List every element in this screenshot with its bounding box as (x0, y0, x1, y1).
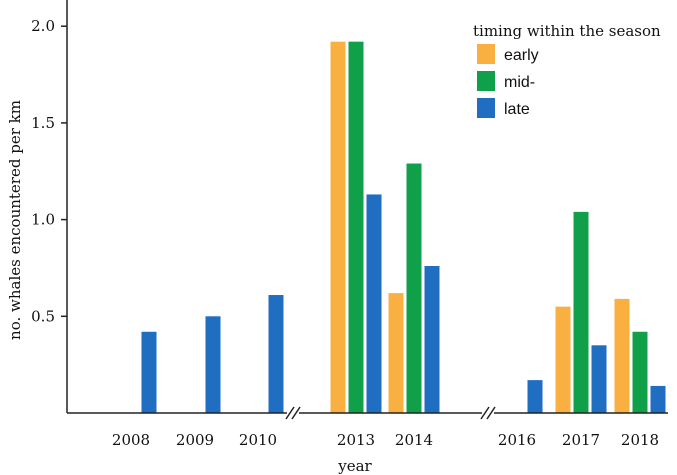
bar-mid-2014 (406, 163, 422, 413)
axes-layer: 0.5 1.0 1.5 2.0 2008 2009 2010 2013 2014 2016 2017… (31, 0, 668, 449)
bar-early-2014 (388, 293, 404, 413)
x-tick-label-2008: 2008 (112, 431, 150, 449)
legend-swatch-1 (477, 44, 495, 64)
legend: timing within the season early mid-late (473, 22, 661, 118)
x-tick-label-2013: 2013 (337, 431, 375, 449)
x-tick-label-2010: 2010 (239, 431, 277, 449)
y-tick-label-0.5: 0.5 (31, 307, 55, 325)
bar-mid-2013 (348, 41, 364, 414)
x-tick-label-2018: 2018 (621, 431, 659, 449)
x-axis-title: year (337, 457, 372, 475)
legend-title: timing within the season (473, 22, 661, 40)
y-axis-title: no. whales encountered per km (6, 100, 24, 340)
bar-mid-2018 (632, 331, 648, 413)
x-tick-label-2014: 2014 (395, 431, 433, 449)
bar-late-2009 (205, 316, 221, 413)
bar-late-2018 (650, 385, 666, 413)
legend-label-2: mid- (504, 74, 535, 91)
legend-label-1: early (504, 47, 539, 64)
x-tick-label-2016: 2016 (498, 431, 536, 449)
bar-early-2017 (555, 306, 571, 413)
bar-late-2008 (141, 331, 157, 413)
y-tick-label-2.0: 2.0 (31, 17, 55, 35)
bar-late-2013 (366, 194, 382, 413)
y-tick-label-1.5: 1.5 (31, 114, 55, 132)
bar-early-2013 (330, 41, 346, 414)
x-tick-label-2009: 2009 (176, 431, 214, 449)
bar-late-2014 (424, 266, 440, 413)
bar-mid-2017 (573, 211, 589, 413)
x-tick-label-2017: 2017 (562, 431, 600, 449)
bar-late-2017 (591, 345, 607, 413)
bar-late-2010 (268, 295, 284, 413)
legend-swatch-2 (477, 71, 495, 91)
bar-early-2018 (614, 298, 630, 413)
legend-label-3: late (504, 101, 530, 118)
y-tick-label-1.0: 1.0 (31, 211, 55, 229)
legend-swatch-3 (477, 98, 495, 118)
bars-layer (141, 41, 666, 414)
bar-late-2016 (527, 380, 543, 413)
axis-break-1 (285, 406, 301, 420)
axis-break-2 (480, 406, 496, 420)
